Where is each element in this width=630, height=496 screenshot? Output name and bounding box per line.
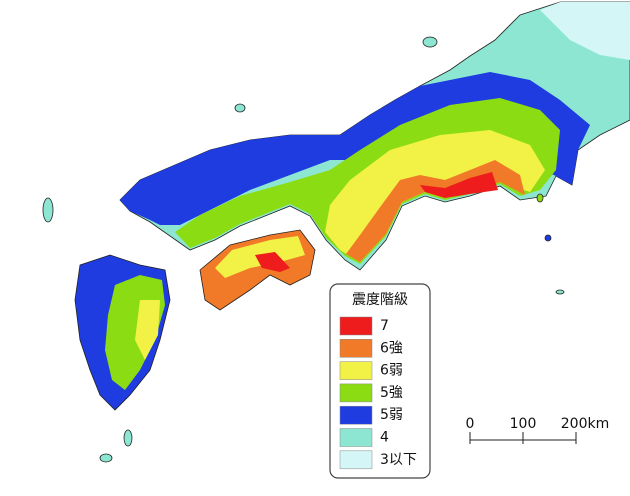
island [422,36,438,48]
island [555,289,565,295]
legend-title: 震度階級 [352,292,408,308]
legend-label: 5強 [380,385,403,401]
legend-box [329,283,431,479]
legend-swatch [339,339,373,358]
legend-label: 3以下 [380,452,417,468]
legend-swatch [339,428,373,447]
tohoku-pale [540,2,630,60]
scale-label: 0 [466,416,475,432]
shikoku-coast [255,252,290,272]
legend: 震度階級 7 6強 6弱 5強 5弱 4 3以下 [329,283,431,479]
legend-swatch [339,450,373,470]
legend-label: 4 [380,430,389,446]
land [42,1,630,463]
legend-label: 7 [380,318,389,334]
island [536,193,544,203]
legend-swatch [339,383,373,403]
island [99,453,113,463]
scale-label: 100 [510,416,537,432]
legend-label: 6弱 [380,363,403,379]
band-7 [420,172,498,198]
island [123,429,133,447]
legend-label: 5弱 [380,407,403,423]
legend-swatch [339,405,373,425]
scale-label: 200km [561,416,609,432]
legend-swatch [339,361,373,380]
legend-label: 6強 [380,340,403,356]
island [42,197,54,223]
scale-bar: 0 100 200km [466,416,609,444]
island [234,103,246,113]
island [544,234,552,242]
legend-swatch [339,316,373,336]
kyushu-yellow [135,300,160,360]
